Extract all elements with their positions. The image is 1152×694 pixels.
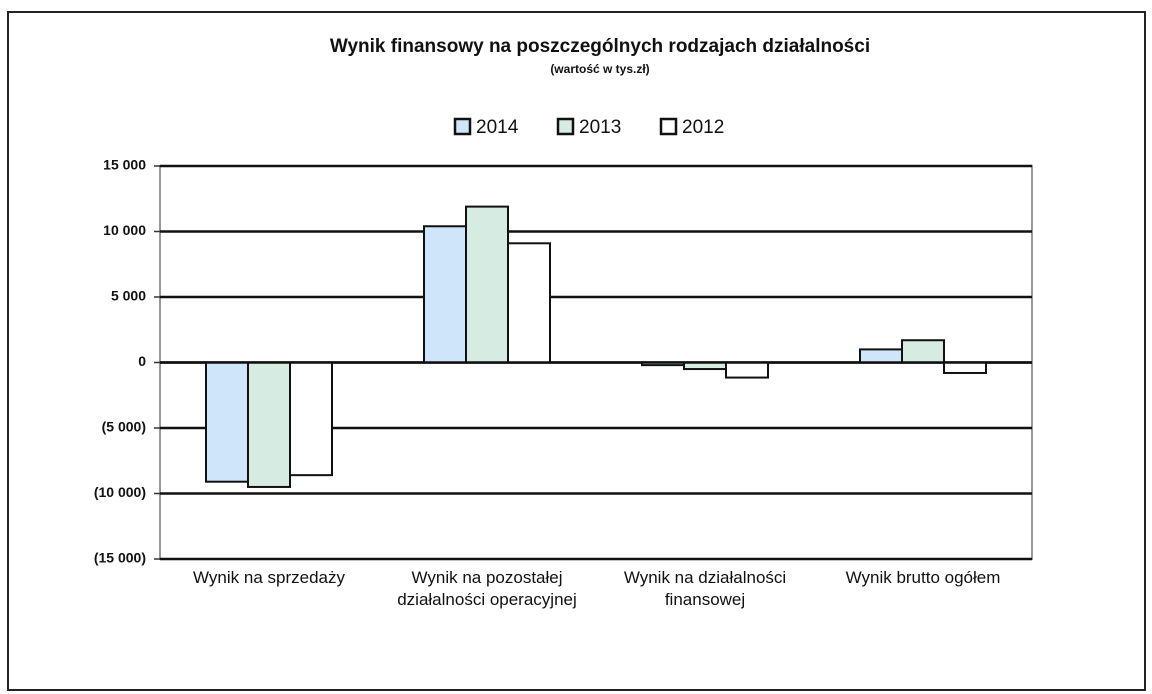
- bar: [507, 242, 551, 364]
- bar: [943, 361, 987, 374]
- bar: [205, 361, 249, 483]
- bar: [289, 361, 333, 477]
- legend-label: 2014: [476, 117, 519, 138]
- bar: [247, 361, 291, 488]
- legend-label: 2013: [579, 117, 621, 138]
- frame: [7, 11, 1146, 691]
- y-tick-label: 15 000: [103, 157, 146, 173]
- x-tick-label: Wynik brutto ogółem: [845, 568, 1001, 587]
- bar: [859, 348, 903, 364]
- legend-swatch: [453, 117, 472, 136]
- legend-swatch: [659, 117, 678, 136]
- bar: [423, 225, 467, 364]
- y-tick-label: (15 000): [94, 550, 146, 566]
- y-tick-label: (5 000): [102, 419, 146, 435]
- chart-subtitle: (wartość w tys.zł): [550, 62, 649, 76]
- x-tick-label: Wynik na działalności finansowej: [623, 568, 787, 609]
- y-tick-label: 0: [138, 353, 146, 369]
- y-tick-label: 5 000: [111, 288, 146, 304]
- legend-label: 2012: [682, 117, 724, 138]
- bar: [465, 205, 509, 364]
- bar: [901, 339, 945, 364]
- y-tick-label: (10 000): [94, 484, 146, 500]
- legend-swatch: [556, 117, 575, 136]
- y-tick-label: 10 000: [103, 222, 146, 238]
- x-tick-label: Wynik na pozostałej działalności operacy…: [397, 568, 577, 609]
- x-tick-label: Wynik na sprzedaży: [193, 568, 345, 587]
- bar: [725, 361, 769, 379]
- chart-title: Wynik finansowy na poszczególnych rodzaj…: [330, 36, 870, 57]
